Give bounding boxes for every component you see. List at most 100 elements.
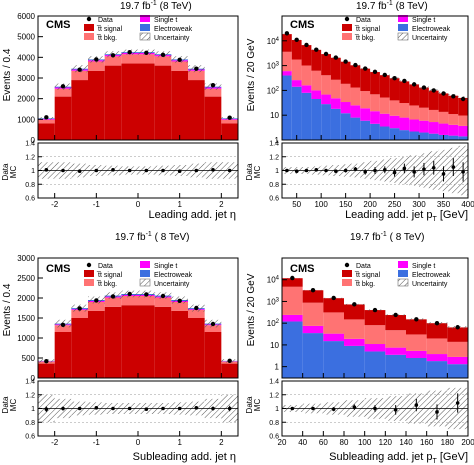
x-tick-label: 250 — [388, 200, 402, 209]
legend-label: Single t — [154, 263, 177, 270]
x-tick-label: -1 — [93, 200, 101, 209]
x-tick-label: 20 — [278, 438, 287, 447]
ratio-y-tick-label: 1.2 — [25, 392, 35, 399]
legend-swatch — [140, 15, 150, 22]
data-point — [314, 47, 319, 52]
stack-bars — [38, 52, 238, 140]
ratio-label-top: Data — [245, 163, 254, 180]
bar — [406, 350, 427, 358]
y-tick-label: 103 — [267, 297, 280, 306]
y-tick-label: 10 — [270, 111, 279, 120]
ratio-y-tick-label: 1 — [31, 406, 35, 413]
ratio-point — [353, 167, 358, 171]
legend-label: Electroweak — [412, 26, 451, 33]
ratio-y-tick-label: 1.4 — [25, 379, 35, 386]
bar — [458, 115, 468, 126]
bar — [54, 96, 72, 140]
y-tick-label: 6000 — [17, 12, 35, 21]
bar — [389, 78, 400, 101]
ratio-label-bottom: MC — [9, 399, 18, 412]
x-tick-label: 1 — [177, 438, 182, 447]
stack-bars — [38, 294, 238, 378]
bar — [370, 123, 380, 140]
x-ticks: 20 40 60 80 100 120 140 160 180 200 — [278, 373, 474, 447]
bar — [323, 341, 344, 378]
bar — [138, 54, 155, 64]
bar — [204, 88, 222, 97]
bar — [389, 128, 400, 140]
ratio-y-tick-label: 1 — [31, 168, 35, 175]
bar — [448, 114, 459, 125]
data-points — [290, 275, 460, 330]
bar — [282, 51, 292, 72]
x-tick-label: 60 — [319, 438, 328, 447]
bar — [71, 318, 88, 378]
bar — [330, 57, 341, 80]
legend-label: Single t — [412, 263, 435, 270]
bar — [438, 93, 449, 112]
legend-label: t̅t bkg. — [96, 280, 117, 288]
bar — [419, 87, 429, 108]
ratio-point — [44, 168, 49, 172]
bar — [364, 351, 386, 378]
ratio-point — [227, 168, 232, 173]
main-frame — [281, 257, 469, 379]
bar — [350, 117, 361, 140]
bar — [138, 296, 155, 306]
x-tick-label: 160 — [420, 438, 434, 447]
ratio-point — [111, 406, 115, 411]
bar — [385, 347, 406, 355]
bar — [370, 72, 380, 95]
stack-bars — [282, 278, 468, 378]
ratio-point — [461, 170, 465, 174]
legend-label: Uncertainty — [154, 281, 190, 288]
legend-swatch — [342, 270, 352, 277]
data-point — [77, 67, 82, 72]
ratio-point — [290, 406, 295, 411]
data-points — [44, 49, 232, 120]
legend-swatch — [398, 261, 408, 268]
bar — [426, 354, 448, 362]
legend-label: t̅t bkg. — [354, 34, 375, 42]
bar — [121, 63, 138, 140]
bar — [458, 136, 468, 140]
bar — [438, 123, 449, 135]
bar — [301, 65, 312, 86]
bar — [301, 45, 312, 66]
y-tick-label: 2000 — [17, 294, 35, 303]
ratio-y-tick-label: 0.8 — [269, 420, 279, 427]
ratio-point — [111, 168, 115, 172]
bar — [282, 314, 303, 322]
bar — [330, 98, 341, 109]
ratio-point — [314, 168, 319, 172]
bar — [291, 86, 302, 140]
bar — [340, 113, 351, 140]
ratio-point — [304, 168, 309, 173]
bar — [38, 119, 55, 124]
cms-label: CMS — [290, 263, 314, 275]
bar — [344, 338, 365, 346]
bar — [364, 344, 386, 352]
bar — [54, 325, 72, 332]
data-point — [343, 59, 348, 64]
ratio-point — [412, 170, 416, 174]
bar — [302, 333, 324, 378]
legend-swatch — [140, 24, 150, 31]
y-tick-label: 3000 — [17, 74, 35, 83]
x-tick-label: 350 — [437, 200, 451, 209]
legend-marker-data — [86, 16, 92, 22]
x-tick-label: 400 — [461, 200, 474, 209]
bar — [88, 310, 105, 378]
lumi-label: 19.7 fb-1 ( 8 TeV) — [115, 231, 189, 243]
bar — [38, 123, 55, 140]
bar — [104, 297, 122, 307]
main-frame — [281, 15, 469, 141]
bar — [428, 133, 439, 140]
bar — [71, 80, 88, 140]
ratio-panel: 0.6 0.8 1 1.2 1.4 — [269, 141, 469, 203]
x-tick-label: -2 — [51, 438, 59, 447]
legend-swatch — [84, 33, 94, 40]
legend-swatch-uncertainty — [397, 32, 409, 41]
ratio-label-bottom: MC — [253, 399, 262, 412]
